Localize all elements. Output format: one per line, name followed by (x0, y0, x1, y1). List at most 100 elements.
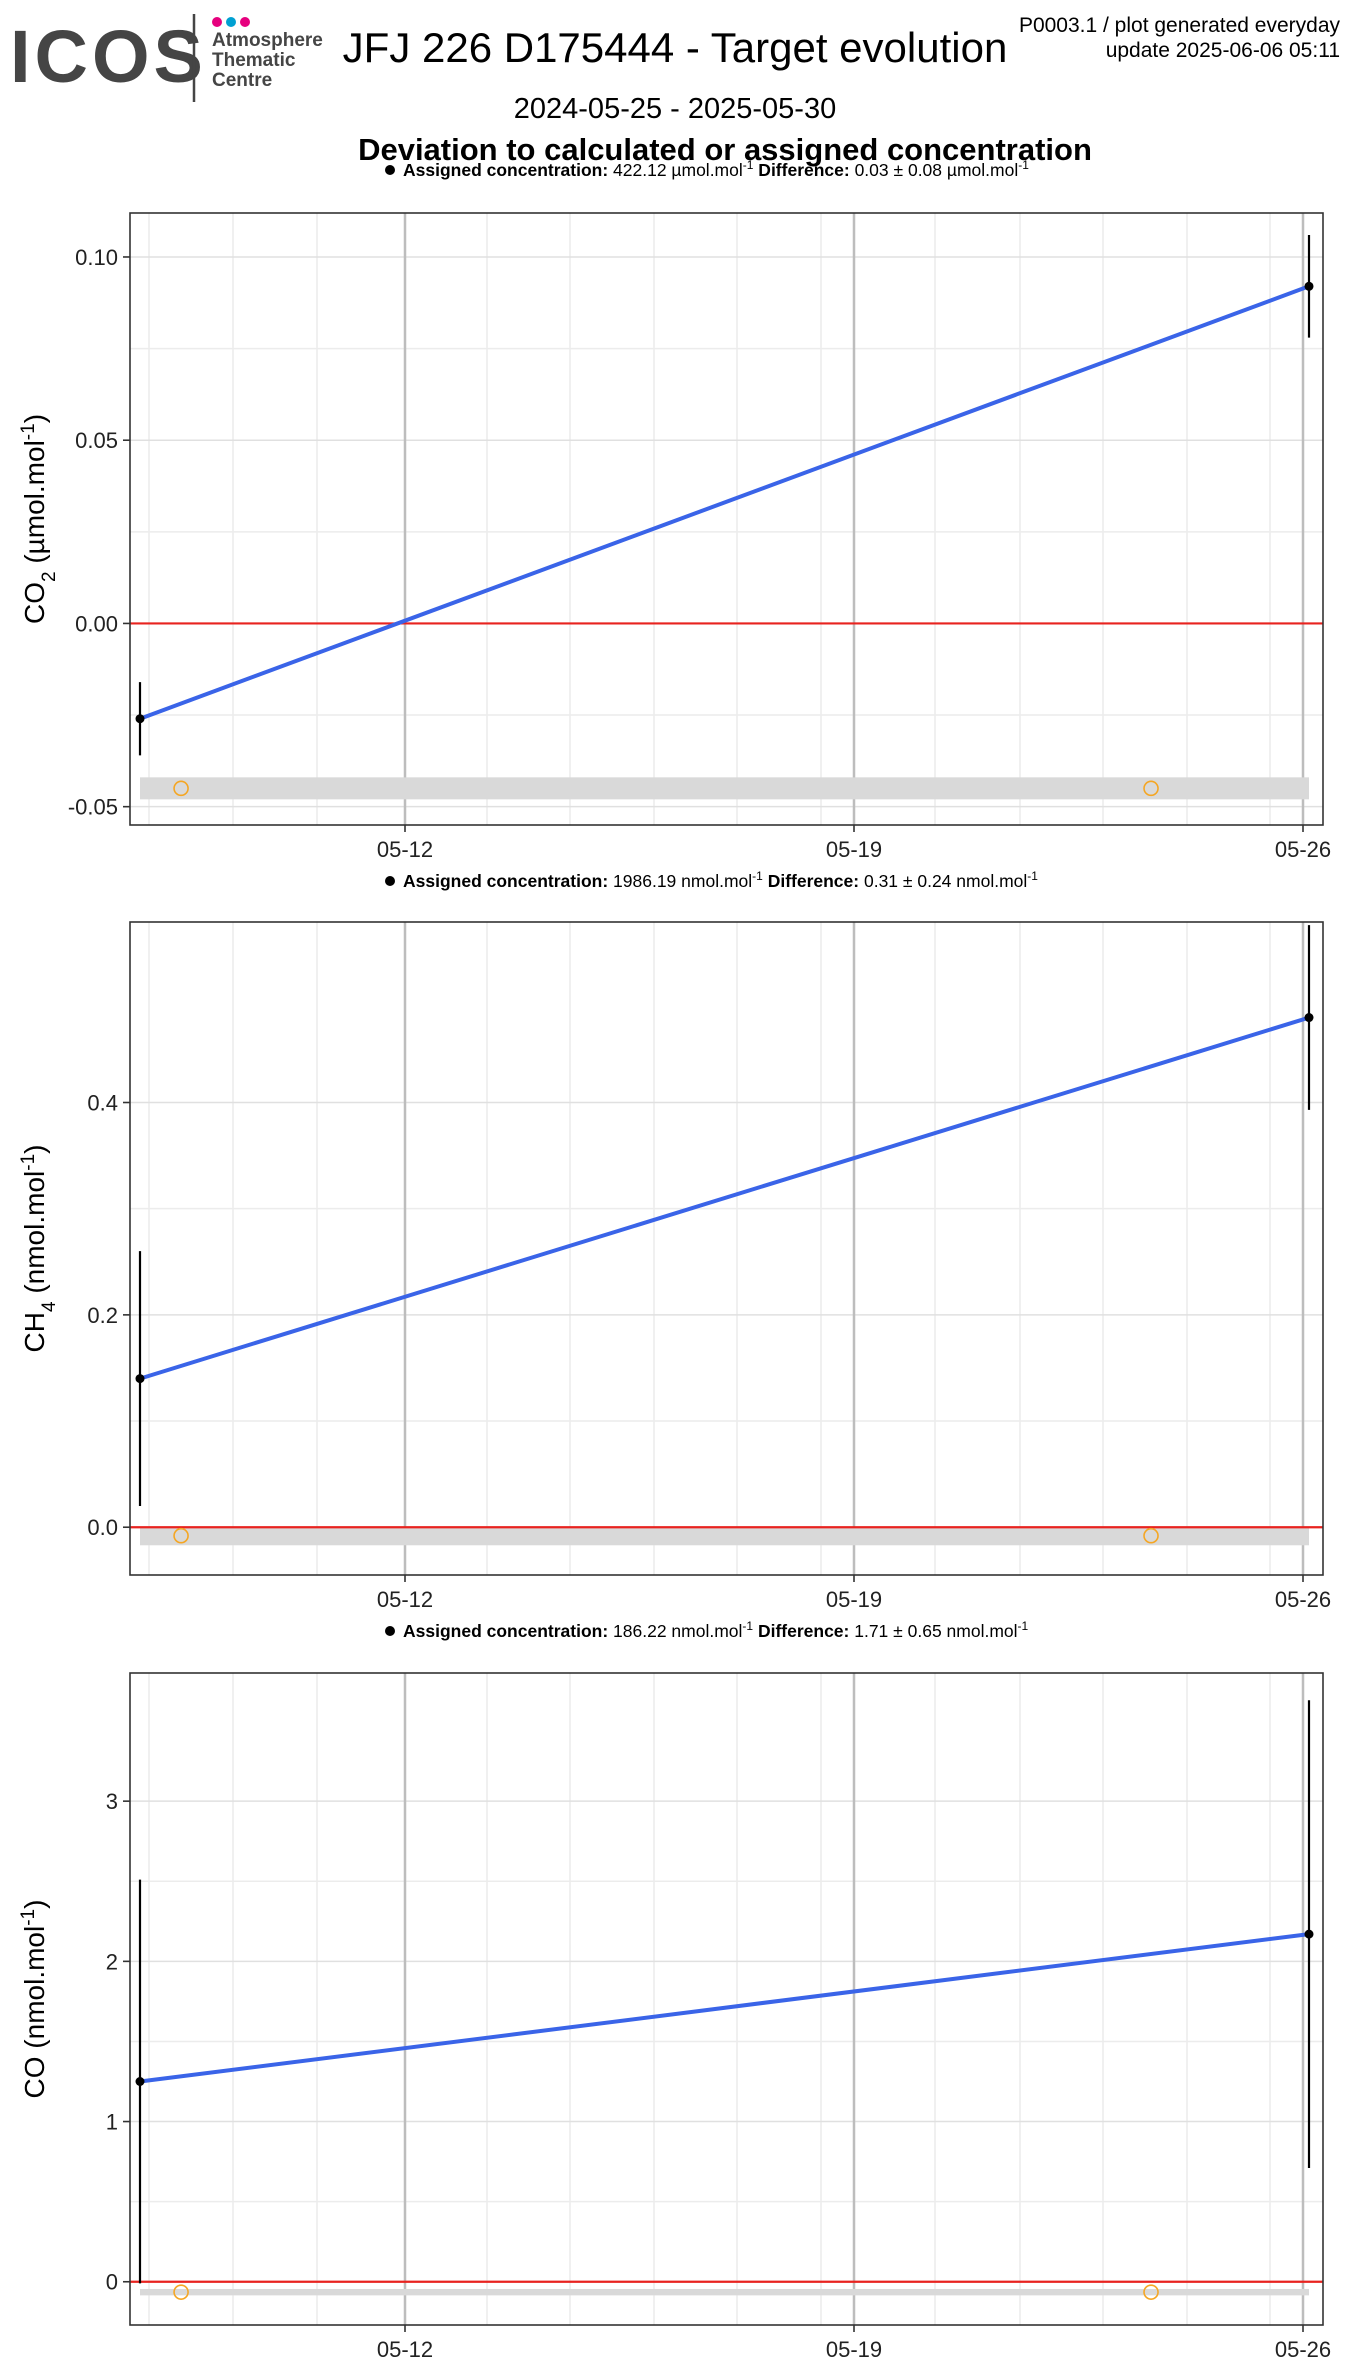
logo-sub-line: Atmosphere (212, 30, 323, 51)
legend: Assigned concentration: 1986.19 nmol.mol… (385, 869, 1038, 891)
gas-name: CH (19, 1312, 50, 1352)
plot-info: P0003.1 / plot generated everyday (1019, 14, 1341, 37)
difference-label: Difference: (763, 871, 864, 891)
logo-dot-icon (212, 17, 222, 27)
y-tick-label: 0.2 (87, 1303, 118, 1328)
chart-panel-3: Assigned concentration: 186.22 nmol.mol -… (18, 1619, 1332, 2362)
unit-exponent: -1 (18, 423, 39, 440)
open-marker (1143, 1527, 1159, 1544)
open-marker (1143, 2284, 1159, 2300)
chart-panel-1: Assigned concentration: 422.12 µmol.mol-… (18, 158, 1332, 862)
x-tick-label: 05-12 (377, 837, 433, 862)
x-tick-label: 05-19 (826, 1587, 882, 1612)
fit-line (139, 284, 1310, 721)
logo-text: ICOS (10, 15, 207, 98)
assigned-value: 422.12 µmol.mol (613, 160, 743, 180)
difference-label: Difference: (753, 160, 854, 180)
reference-band (140, 2288, 1309, 2296)
assigned-label: Assigned concentration: (403, 1621, 613, 1641)
unit-close: ) (19, 414, 50, 423)
data-point (135, 2077, 145, 2087)
y-tick-label: 3 (106, 1789, 118, 1814)
legend-text: Assigned concentration: 422.12 µmol.mol-… (403, 158, 1029, 180)
logo-sub-line: Thematic (212, 50, 296, 71)
data-point (135, 714, 145, 724)
chart-panel-2: Assigned concentration: 1986.19 nmol.mol… (18, 869, 1332, 1612)
grid (130, 922, 1323, 1575)
unit-text: (nmol.mol (19, 1171, 50, 1302)
chart-panels: Assigned concentration: 422.12 µmol.mol-… (18, 158, 1332, 2362)
unit-exponent: -1 (1018, 158, 1029, 172)
plot-border (129, 921, 1324, 1576)
header: ICOS Atmosphere Thematic Centre JFJ 226 … (10, 14, 1340, 167)
legend-point-icon (385, 165, 395, 175)
icos-logo: ICOS Atmosphere Thematic Centre (10, 14, 323, 102)
unit-text: (nmol.mol (19, 1926, 50, 2057)
assigned-value: 186.22 nmol.mol (613, 1621, 742, 1641)
y-tick-label: -0.05 (68, 795, 118, 820)
unit-exponent: -1 (18, 1154, 39, 1171)
unit-close: ) (19, 1900, 50, 1909)
gas-name: CO (19, 582, 50, 624)
fit-line (139, 1015, 1310, 1381)
reference-band (140, 777, 1309, 800)
logo-sub-line: Centre (212, 70, 272, 91)
legend-text: Assigned concentration: 186.22 nmol.mol -… (403, 1619, 1029, 1641)
unit-exponent: -1 (743, 158, 754, 172)
y-axis-label: CO (nmol.mol-1) (18, 1900, 51, 2099)
plot-border (129, 212, 1324, 826)
unit-exponent: -1 (1027, 869, 1038, 883)
plot-border (129, 1672, 1324, 2326)
data-point (135, 1374, 145, 1384)
open-marker (1143, 780, 1159, 797)
x-tick-label: 05-26 (1275, 2337, 1331, 2362)
logo-dot-icon (240, 17, 250, 27)
unit-exponent: -1 (752, 869, 763, 883)
y-tick-label: 0.0 (87, 1515, 118, 1540)
unit-text: (µmol.mol (19, 440, 50, 571)
y-tick-label: 0.10 (75, 245, 118, 270)
assigned-label: Assigned concentration: (403, 871, 613, 891)
page-title: JFJ 226 D175444 - Target evolution (343, 24, 1008, 71)
y-axis-label: CH4 (nmol.mol-1) (18, 1145, 60, 1353)
gas-name: CO (19, 2056, 50, 2098)
unit-exponent: -1 (18, 1909, 39, 1926)
data-point (1304, 1013, 1314, 1023)
data-point (1304, 281, 1314, 291)
x-tick-label: 05-19 (826, 837, 882, 862)
unit-exponent: -1 (1018, 1619, 1029, 1633)
logo-dot-icon (226, 17, 236, 27)
fit-line (139, 1932, 1310, 2084)
difference-value: 1.71 ± 0.65 nmol.mol (854, 1621, 1017, 1641)
legend: Assigned concentration: 186.22 nmol.mol -… (385, 1619, 1029, 1641)
grid (130, 1673, 1323, 2325)
x-tick-label: 05-26 (1275, 837, 1331, 862)
y-tick-label: 0.00 (75, 611, 118, 636)
open-marker (173, 2284, 189, 2300)
data-point (1304, 1929, 1314, 1939)
update-timestamp: update 2025-06-06 05:11 (1106, 39, 1340, 62)
x-tick-label: 05-12 (377, 2337, 433, 2362)
legend-text: Assigned concentration: 1986.19 nmol.mol… (403, 869, 1038, 891)
y-tick-label: 0.4 (87, 1091, 118, 1116)
reference-band (140, 1527, 1309, 1546)
open-marker (173, 780, 189, 797)
difference-value: 0.31 ± 0.24 nmol.mol (864, 871, 1027, 891)
chart-subtitle: Deviation to calculated or assigned conc… (358, 132, 1092, 167)
legend-point-icon (385, 1626, 395, 1636)
y-tick-label: 2 (106, 1949, 118, 1974)
gas-subscript: 2 (39, 571, 60, 582)
grid (130, 213, 1323, 825)
x-tick-label: 05-19 (826, 2337, 882, 2362)
y-tick-label: 0 (106, 2270, 118, 2295)
open-marker (173, 1527, 189, 1544)
date-range: 2024-05-25 - 2025-05-30 (514, 93, 836, 125)
y-axis-label: CO2 (µmol.mol-1) (18, 414, 60, 624)
assigned-value: 1986.19 nmol.mol (613, 871, 752, 891)
assigned-label: Assigned concentration: (403, 160, 613, 180)
difference-value: 0.03 ± 0.08 µmol.mol (855, 160, 1019, 180)
y-tick-label: 1 (106, 2110, 118, 2135)
unit-close: ) (19, 1145, 50, 1154)
x-tick-label: 05-12 (377, 1587, 433, 1612)
